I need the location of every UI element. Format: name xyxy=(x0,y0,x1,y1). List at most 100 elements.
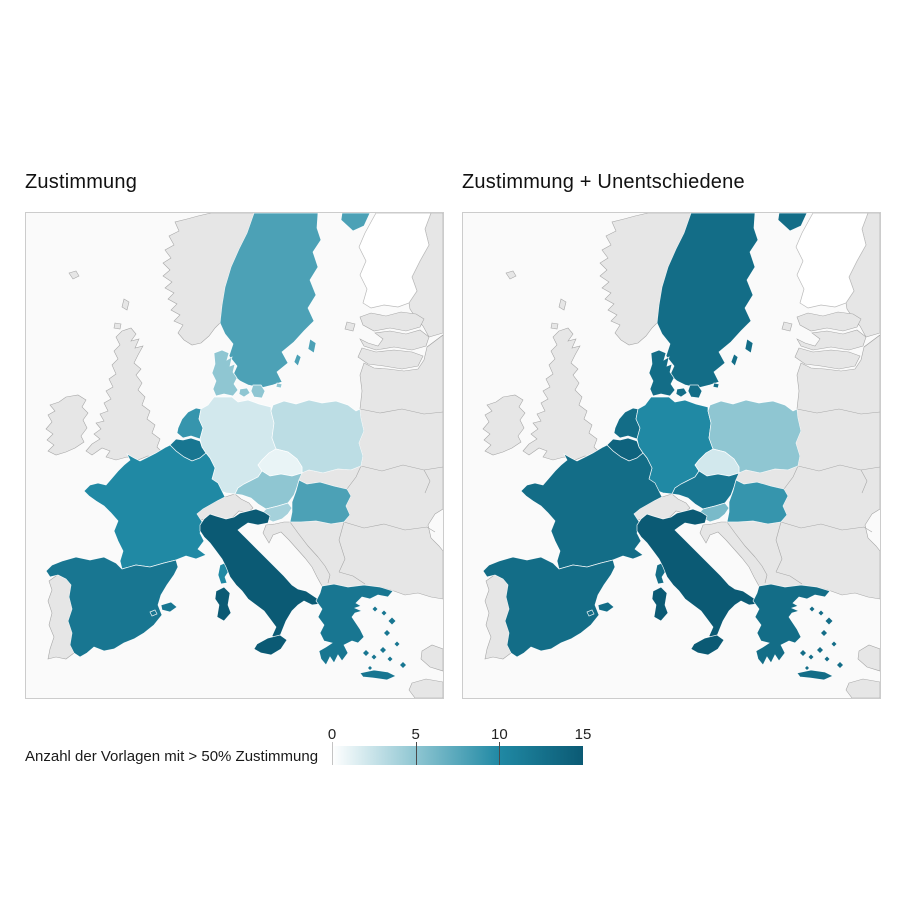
legend-tick-label: 0 xyxy=(327,726,337,743)
country-border-line xyxy=(796,408,880,415)
left-map-title: Zustimmung xyxy=(25,171,138,193)
country-SE xyxy=(340,213,371,232)
legend-tick-mark xyxy=(415,742,417,765)
country-border-line xyxy=(360,464,443,472)
country-GR-island xyxy=(805,666,809,670)
country-GR-island xyxy=(381,610,387,616)
country-turkey-south-no-data xyxy=(408,678,443,698)
country-ES xyxy=(149,609,158,617)
country-GR-island xyxy=(400,662,406,668)
country-HU xyxy=(726,479,789,525)
country-ES xyxy=(482,556,616,658)
country-lithuania-no-data xyxy=(357,347,424,370)
country-IT xyxy=(651,586,669,622)
country-border-line xyxy=(423,469,431,494)
country-border-line xyxy=(338,571,366,585)
country-GR-island xyxy=(380,647,386,653)
right-map-title: Zustimmung + Unentschiedene xyxy=(462,171,745,193)
country-IT xyxy=(214,586,232,622)
country-border-line xyxy=(775,521,783,573)
country-ES xyxy=(45,556,179,658)
country-border-line xyxy=(775,571,803,585)
country-GR-island xyxy=(387,656,393,662)
country-turkey-north-no-data xyxy=(857,644,880,672)
country-IT xyxy=(690,634,725,656)
country-border-line xyxy=(338,521,346,573)
country-border-line xyxy=(346,465,362,490)
country-GR xyxy=(359,669,397,681)
country-GR-island xyxy=(821,630,827,636)
country-border-line xyxy=(343,521,436,533)
country-DK xyxy=(675,387,688,398)
country-GR-island xyxy=(824,656,830,662)
country-DK xyxy=(275,382,283,389)
legend-tick-mark xyxy=(332,742,333,765)
country-AT xyxy=(671,470,740,510)
legend-tick-label: 15 xyxy=(574,726,592,743)
country-SE xyxy=(307,338,317,354)
country-DK xyxy=(211,349,239,397)
country-ES xyxy=(586,609,595,617)
country-GR-island xyxy=(817,647,823,653)
country-border-line xyxy=(426,334,443,348)
country-GR xyxy=(752,583,831,666)
country-FR xyxy=(520,444,663,570)
legend-tick-label: 10 xyxy=(490,726,508,743)
country-FI xyxy=(795,213,869,309)
europe-map-right xyxy=(482,213,880,698)
legend-tick-mark xyxy=(499,742,501,765)
country-DK xyxy=(712,382,720,389)
country-SE xyxy=(744,338,754,354)
legend-gradient-bar xyxy=(332,746,583,765)
country-border-line xyxy=(726,521,756,558)
country-latvia-no-data xyxy=(796,329,867,351)
country-GR-island xyxy=(388,617,396,625)
country-GR-island xyxy=(825,617,833,625)
country-NL xyxy=(176,407,204,440)
country-GR-island xyxy=(363,650,369,656)
country-border-line xyxy=(863,334,880,348)
country-estonia-no-data xyxy=(359,311,425,332)
country-GR-island xyxy=(831,641,837,647)
country-ireland-no-data xyxy=(45,394,89,456)
country-HU xyxy=(289,479,352,525)
country-FI xyxy=(358,213,432,309)
country-GR-island xyxy=(394,641,400,647)
country-GR-island xyxy=(800,650,806,656)
country-SE xyxy=(293,353,302,367)
country-FR xyxy=(83,444,226,570)
country-faroe-islands-no-data xyxy=(68,270,80,280)
country-great-britain-no-data xyxy=(85,327,164,461)
legend-tick-label: 5 xyxy=(411,726,420,743)
country-GR-island xyxy=(808,654,814,660)
country-border-line xyxy=(359,408,443,415)
country-GR-island xyxy=(837,662,843,668)
country-SE xyxy=(777,213,808,232)
country-NL xyxy=(613,407,641,440)
country-estonia-islands-no-data xyxy=(344,321,356,332)
country-turkey-north-no-data xyxy=(420,644,443,672)
country-GR xyxy=(315,583,394,666)
country-DK xyxy=(687,384,703,399)
country-orkney-no-data xyxy=(550,322,559,330)
country-lithuania-no-data xyxy=(794,347,861,370)
country-GR-island xyxy=(809,606,815,612)
country-great-britain-no-data xyxy=(522,327,601,461)
country-GR-island xyxy=(368,666,372,670)
country-ireland-no-data xyxy=(482,394,526,456)
country-orkney-no-data xyxy=(113,322,122,330)
country-DK xyxy=(648,349,676,397)
country-GR-island xyxy=(371,654,377,660)
country-GR-island xyxy=(818,610,824,616)
country-estonia-no-data xyxy=(796,311,862,332)
country-turkey-south-no-data xyxy=(845,678,880,698)
country-DK xyxy=(250,384,266,399)
country-border-line xyxy=(289,521,319,558)
country-SE xyxy=(730,353,739,367)
country-shetland-no-data xyxy=(558,298,567,311)
country-border-line xyxy=(797,464,880,472)
country-border-line xyxy=(860,469,868,494)
country-border-line xyxy=(317,556,331,584)
country-ES xyxy=(160,601,178,613)
